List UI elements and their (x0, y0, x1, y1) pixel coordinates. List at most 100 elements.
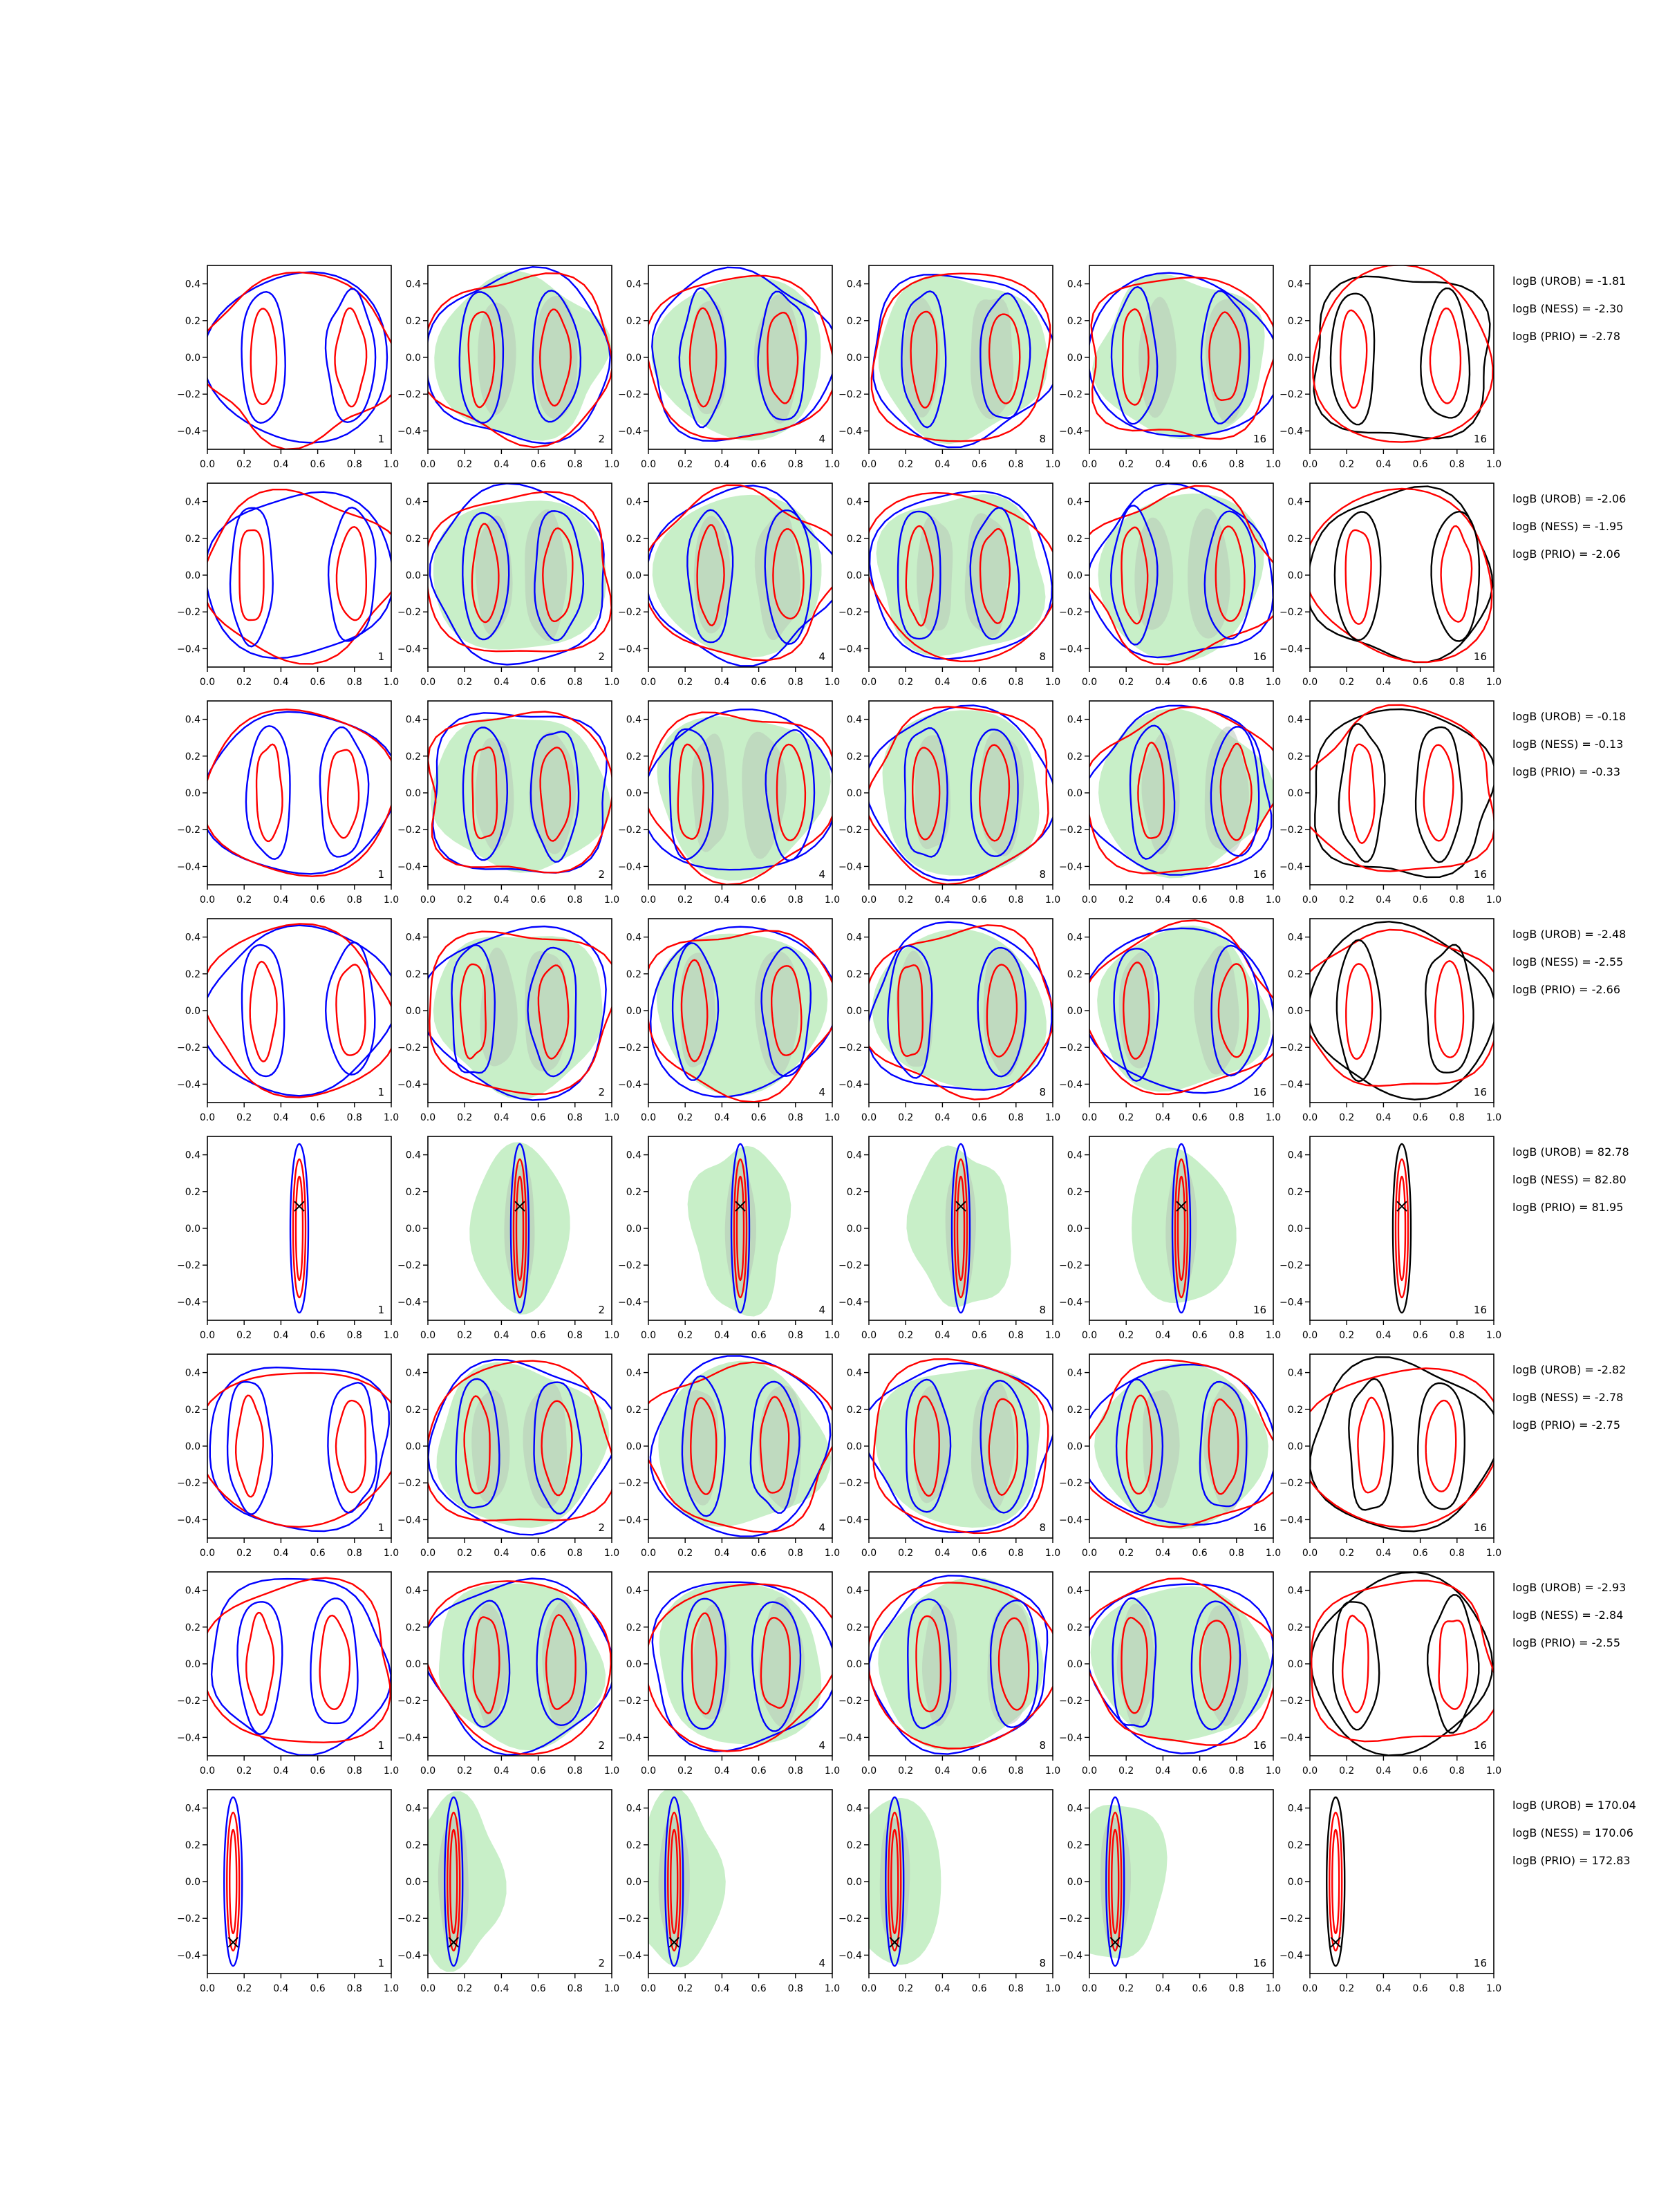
contour-red-outer (1310, 1367, 1494, 1528)
x-tick-label: 0.4 (273, 1765, 288, 1777)
x-tick-label: 1.0 (1045, 1112, 1060, 1123)
contour-red-outer (869, 924, 1053, 1100)
y-tick-label: −0.2 (1059, 1260, 1082, 1271)
x-tick-label: 0.0 (1082, 1983, 1097, 1994)
x-tick-label: 0.4 (935, 894, 950, 906)
panel-label: 8 (1039, 1739, 1046, 1752)
density-core (1204, 727, 1249, 853)
x-tick-label: 1.0 (384, 894, 399, 906)
x-tick-label: 0.6 (1192, 1548, 1207, 1559)
x-tick-label: 0.2 (457, 1765, 472, 1777)
contour-red (667, 1811, 682, 1952)
contour-mode-red (1423, 744, 1454, 842)
row-annotation: logB (NESS) = 170.06 (1512, 1826, 1633, 1839)
x-tick-label: 0.8 (788, 1765, 803, 1777)
x-tick-label: 0.6 (1192, 459, 1207, 470)
row-annotation: logB (PRIO) = 172.83 (1512, 1854, 1631, 1867)
y-tick-label: −0.4 (1059, 644, 1082, 655)
plot-area (289, 1143, 310, 1314)
contour-red-outer (429, 930, 612, 1096)
x-tick-label: 0.8 (1009, 1548, 1024, 1559)
x-tick-label: 0.4 (714, 1112, 729, 1123)
y-tick-label: 0.2 (1288, 1405, 1303, 1416)
x-tick-label: 0.0 (641, 1330, 656, 1341)
panel-r1-c2: 0.0 0.2 0.4 0.6 0.8 1.0 0.4 0.2 0.0 −0.2 −0.4 2 (397, 265, 619, 470)
y-tick-label: −0.4 (1280, 644, 1303, 655)
x-tick-label: 0.4 (1376, 1765, 1391, 1777)
y-tick-label: 0.0 (847, 788, 862, 799)
row-annotation: logB (NESS) = -2.30 (1512, 302, 1623, 315)
density-core (478, 302, 516, 415)
plot-area (870, 272, 1053, 449)
density-core (1143, 1390, 1180, 1508)
axes-frame (207, 1571, 392, 1756)
x-tick-label: 0.2 (677, 1548, 693, 1559)
contour-outer (869, 490, 1053, 660)
y-tick-label: −0.4 (1059, 1515, 1082, 1526)
y-tick-label: 0.0 (185, 1441, 200, 1452)
x-tick-label: 0.2 (1339, 1330, 1354, 1341)
y-tick-label: −0.2 (838, 1913, 862, 1924)
panel-label: 1 (377, 1739, 384, 1752)
panel-r3-c5: 0.0 0.2 0.4 0.6 0.8 1.0 0.4 0.2 0.0 −0.2 −0.4 16 (1059, 700, 1281, 906)
x-tick-label: 0.0 (200, 1765, 215, 1777)
contour-red (1108, 1811, 1123, 1952)
x-tick-label: 0.4 (1155, 459, 1170, 470)
contour-red-outer (207, 923, 391, 1098)
x-tick-label: 0.8 (568, 1983, 583, 1994)
x-tick-label: 0.2 (1118, 677, 1134, 688)
y-tick-label: 0.4 (1288, 1586, 1303, 1597)
y-tick-label: −0.2 (177, 1260, 200, 1271)
density-core (983, 948, 1027, 1077)
contour-red-outer (1089, 1577, 1273, 1746)
y-tick-label: −0.2 (1059, 607, 1082, 618)
contour-outer (428, 925, 607, 1101)
x-tick-label: 0.2 (677, 1765, 693, 1777)
panel-r6-c1: 0.0 0.2 0.4 0.6 0.8 1.0 0.4 0.2 0.0 −0.2 −0.4 1 (177, 1353, 399, 1559)
contour-mode (1129, 724, 1176, 860)
row-annotation: logB (PRIO) = -2.78 (1512, 330, 1620, 343)
contour-mode (1335, 939, 1382, 1082)
density-core (917, 516, 953, 631)
y-tick-label: 0.2 (185, 316, 200, 327)
row-annotation: logB (UROB) = -2.06 (1512, 492, 1626, 505)
y-tick-label: 0.4 (1067, 497, 1082, 508)
panel-label: 16 (1253, 1957, 1266, 1969)
y-tick-label: 0.2 (847, 1405, 862, 1416)
y-tick-label: −0.2 (1280, 1478, 1303, 1489)
y-tick-label: 0.4 (847, 932, 862, 944)
x-tick-label: 1.0 (1045, 1548, 1060, 1559)
contour-red-inner (670, 1828, 679, 1935)
x-tick-label: 0.0 (1302, 677, 1318, 688)
y-tick-label: 0.4 (626, 715, 641, 726)
contour-mode (319, 726, 370, 858)
contour-mode-red (910, 310, 938, 409)
x-tick-label: 1.0 (1266, 894, 1281, 906)
y-tick-label: 0.4 (185, 497, 200, 508)
x-tick-label: 1.0 (1045, 1330, 1060, 1341)
x-tick-label: 1.0 (1486, 894, 1501, 906)
plot-area (1089, 483, 1273, 666)
x-tick-label: 0.2 (898, 1983, 913, 1994)
x-tick-label: 0.8 (347, 459, 362, 470)
x-tick-label: 0.2 (1118, 1112, 1134, 1123)
y-tick-label: 0.4 (185, 715, 200, 726)
contour-mode-red (1219, 742, 1253, 841)
panel-r5-c3: 0.0 0.2 0.4 0.6 0.8 1.0 0.4 0.2 0.0 −0.2 −0.4 4 (618, 1136, 840, 1341)
y-tick-label: −0.2 (397, 1478, 421, 1489)
x-tick-label: 1.0 (825, 894, 840, 906)
y-tick-label: 0.2 (406, 1622, 421, 1633)
x-tick-label: 1.0 (825, 1112, 840, 1123)
contour-mode (529, 731, 580, 863)
y-tick-label: −0.4 (838, 1297, 862, 1308)
contour-mode-red (691, 1612, 718, 1715)
x-tick-label: 1.0 (604, 1112, 619, 1123)
x-tick-label: 1.0 (1486, 459, 1501, 470)
contour-outer (1171, 1143, 1192, 1314)
panel-r5-c2: 0.0 0.2 0.4 0.6 0.8 1.0 0.4 0.2 0.0 −0.2 −0.4 2 (397, 1136, 619, 1341)
x-tick-label: 0.4 (1155, 677, 1170, 688)
contour-outer (1089, 927, 1273, 1094)
row-annotation: logB (UROB) = 82.78 (1512, 1145, 1629, 1159)
x-tick-label: 0.6 (751, 1765, 766, 1777)
y-tick-label: −0.2 (1059, 389, 1082, 400)
